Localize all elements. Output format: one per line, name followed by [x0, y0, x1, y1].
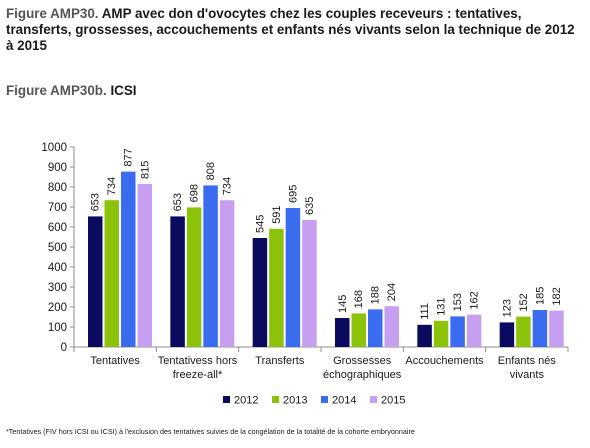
data-label: 591 [271, 205, 283, 223]
figure-title-text: AMP avec don d'ovocytes chez les couples… [6, 6, 575, 53]
bar [269, 228, 284, 347]
y-tick-label: 500 [48, 242, 67, 254]
figure-subtitle: Figure AMP30b. ICSI [6, 83, 136, 98]
legend-label: 2014 [332, 395, 356, 407]
data-label: 734 [106, 177, 118, 195]
bar [466, 314, 482, 347]
bar [516, 316, 531, 347]
data-label: 123 [501, 299, 513, 317]
y-tick-label: 1000 [41, 142, 67, 154]
data-label: 162 [469, 291, 481, 309]
figure-subtitle-text: ICSI [110, 83, 137, 98]
category-label: Tentativess hors [158, 355, 238, 367]
bar [170, 216, 185, 347]
y-tick-label: 300 [48, 282, 67, 294]
bar [549, 310, 564, 347]
data-label: 545 [254, 215, 266, 233]
category-label: Tentatives [90, 355, 140, 367]
bar [532, 310, 548, 347]
legend-label: 2015 [381, 395, 405, 407]
bar [104, 200, 119, 347]
data-label: 145 [337, 295, 349, 313]
bar [450, 316, 465, 347]
y-tick-label: 600 [48, 222, 67, 234]
data-label: 182 [551, 287, 563, 305]
bar [433, 320, 449, 347]
legend-swatch [223, 396, 230, 403]
bar [384, 306, 399, 347]
bar [121, 171, 136, 347]
y-tick-label: 0 [61, 342, 67, 354]
bar [417, 324, 432, 347]
bar [285, 208, 301, 347]
data-label: 734 [222, 177, 234, 195]
legend-swatch [321, 396, 328, 403]
figure-subtitle-prefix: Figure AMP30b. [6, 83, 107, 98]
y-tick-label: 100 [48, 322, 67, 334]
data-label: 168 [353, 290, 365, 308]
legend-label: 2013 [283, 395, 307, 407]
bar [351, 313, 366, 347]
bar [186, 207, 202, 347]
bar [219, 200, 235, 347]
bar [302, 220, 317, 347]
footnote: *Tentatives (FIV hors ICSI ou ICSI) à l'… [6, 427, 415, 436]
bar [88, 216, 103, 347]
bar [252, 238, 268, 347]
data-label: 653 [90, 193, 102, 211]
category-label: freeze-all* [173, 369, 223, 381]
category-label: Transferts [255, 355, 305, 367]
y-tick-label: 900 [48, 162, 67, 174]
category-label: Enfants nés [498, 355, 557, 367]
data-label: 152 [518, 293, 530, 311]
legend-swatch [370, 396, 377, 403]
bar [137, 184, 152, 347]
data-label: 111 [419, 303, 431, 320]
data-label: 188 [370, 286, 382, 304]
category-label: Accouchements [405, 355, 484, 367]
category-label: Grossesses [333, 355, 392, 367]
data-label: 653 [172, 193, 184, 211]
figure-title-prefix: Figure AMP30. [6, 6, 99, 21]
data-label: 185 [534, 287, 546, 305]
bar [499, 322, 515, 347]
data-label: 635 [304, 197, 316, 215]
data-label: 131 [436, 297, 448, 315]
data-label: 698 [189, 184, 201, 202]
data-label: 808 [205, 162, 217, 180]
bar [203, 185, 218, 347]
figure-title: Figure AMP30. AMP avec don d'ovocytes ch… [6, 6, 584, 54]
data-label: 204 [386, 283, 398, 301]
legend-swatch [272, 396, 279, 403]
y-tick-label: 800 [48, 182, 67, 194]
legend-label: 2012 [234, 395, 258, 407]
category-label: échographiques [323, 369, 402, 381]
data-label: 815 [139, 161, 151, 179]
y-tick-label: 200 [48, 302, 67, 314]
category-label: vivants [510, 369, 545, 381]
y-tick-label: 700 [48, 202, 67, 214]
data-label: 695 [287, 185, 299, 203]
data-label: 153 [452, 293, 464, 311]
bar [368, 309, 383, 347]
bar [335, 318, 350, 347]
data-label: 877 [123, 148, 135, 166]
y-tick-label: 400 [48, 262, 67, 274]
